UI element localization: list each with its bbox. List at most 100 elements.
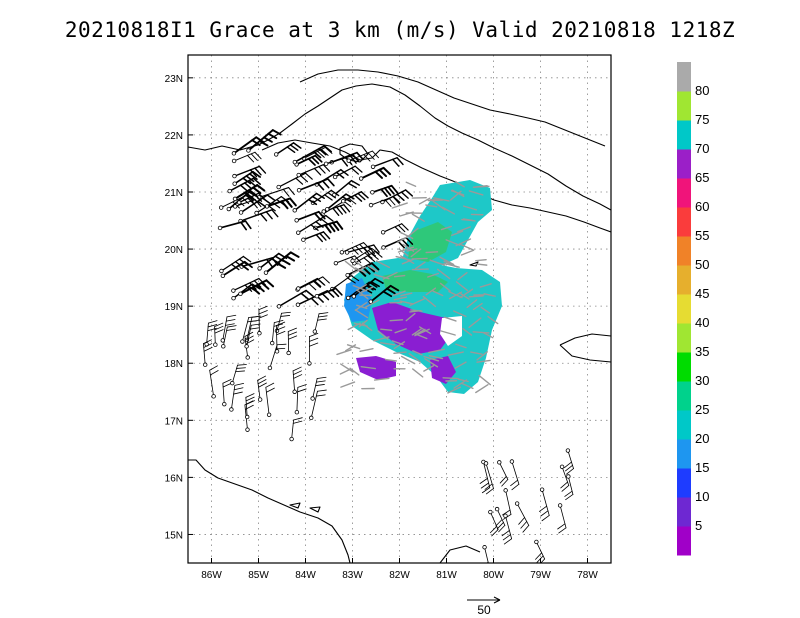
y-tick-label: 19N	[165, 302, 183, 313]
wind-vector	[349, 367, 360, 376]
wind-vector	[345, 344, 357, 352]
wind-barb-station	[566, 474, 571, 479]
wind-barb-flag	[520, 521, 528, 529]
wind-barb-station	[238, 210, 244, 215]
wind-barb-flag	[560, 481, 568, 489]
x-tick-label: 78W	[577, 570, 598, 581]
wind-barb-flag	[374, 250, 383, 258]
nicaragua-coast	[439, 545, 481, 563]
wind-barb-station	[213, 342, 218, 347]
wind-barb	[511, 461, 520, 485]
wind-barb-station	[220, 273, 226, 278]
wind-barb-flag	[313, 167, 322, 176]
colorbar-label: 55	[695, 228, 709, 243]
wind-barb-station	[296, 172, 301, 178]
wind-vector	[440, 330, 456, 336]
wind-barb-flag	[380, 188, 388, 198]
wind-barb-flag	[343, 204, 351, 213]
wind-shade-eye	[440, 316, 462, 346]
wind-barb-flag	[316, 277, 325, 286]
wind-shade-purple-south	[356, 356, 396, 380]
wind-barb-flag	[226, 325, 237, 328]
chart-title: 20210818I1 Grace at 3 km (m/s) Valid 202…	[64, 18, 736, 42]
wind-barb-flag	[207, 327, 217, 332]
wind-barb-station	[497, 460, 502, 465]
wind-barb-flag	[245, 396, 255, 402]
wind-barb-flag	[315, 380, 326, 383]
wind-barb-flag	[244, 220, 252, 230]
wind-vector	[411, 213, 425, 222]
wind-barb-station	[503, 488, 508, 493]
wind-barb-flag	[388, 197, 396, 206]
wind-vector	[358, 319, 368, 328]
wind-vector	[454, 361, 467, 369]
wind-barb-flag	[249, 169, 258, 178]
wind-barb-flag	[300, 292, 309, 300]
colorbar-label: 20	[695, 431, 709, 446]
colorbar-segment	[677, 207, 691, 237]
wind-barb-flag	[248, 316, 259, 318]
wind-vector	[450, 189, 465, 196]
wind-barb-flag	[257, 200, 266, 208]
wind-barb-flag	[313, 279, 322, 288]
colorbar-label: 25	[695, 402, 709, 417]
colorbar-segment	[677, 294, 691, 324]
colorbar-segment	[677, 265, 691, 295]
cuba-north-shore	[299, 69, 606, 147]
wind-barb-flag	[277, 252, 288, 260]
wind-barb-flag	[252, 170, 262, 178]
wind-vector	[479, 283, 492, 288]
wind-barb-flag	[350, 167, 359, 175]
y-tick-label: 21N	[165, 188, 183, 199]
wind-barb-flag	[316, 376, 327, 379]
wind-barb-flag	[387, 186, 395, 195]
wind-vector	[449, 190, 462, 201]
wind-barb-flag	[481, 487, 491, 494]
wind-barb-flag	[309, 337, 319, 342]
wind-barb-station	[231, 288, 236, 293]
wind-barb-flag	[496, 522, 504, 530]
wind-barbs	[203, 129, 574, 563]
wind-vector	[483, 293, 496, 297]
wind-vector	[406, 248, 418, 252]
wind-barb-station	[539, 487, 545, 492]
wind-barb-flag	[251, 286, 261, 295]
wind-barb-flag	[292, 142, 302, 149]
wind-barb-flag	[317, 315, 328, 318]
wind-barb-flag	[357, 192, 366, 201]
colorbar-label: 80	[695, 83, 709, 98]
wind-barb-station	[220, 338, 225, 343]
wind-barb-station	[294, 409, 300, 415]
wind-barb-flag	[315, 221, 324, 228]
wind-barb-flag	[371, 150, 379, 159]
wind-vector	[427, 272, 440, 278]
wind-barb-flag	[304, 172, 313, 180]
honduras-bay-islands	[289, 502, 321, 513]
wind-barb-flag	[557, 523, 566, 530]
wind-barb-flag	[289, 197, 297, 207]
wind-barb-flag	[244, 284, 253, 292]
wind-barb-station	[219, 268, 224, 274]
wind-barb-flag	[203, 346, 213, 352]
wind-vector	[425, 204, 438, 208]
wind-barb-flag	[307, 198, 318, 206]
wind-vector	[407, 227, 419, 237]
wind-barb-flag	[292, 370, 302, 376]
wind-barb-station	[339, 250, 345, 255]
wind-barb-station	[509, 459, 515, 464]
colorbar-segment	[677, 120, 691, 150]
wind-vector	[476, 359, 491, 363]
wind-barb-flag	[244, 335, 254, 341]
wind-barb-flag	[280, 315, 291, 317]
wind-vector	[418, 197, 431, 205]
wind-barb-station	[232, 181, 237, 186]
wind-vector	[409, 309, 422, 313]
wind-barb	[310, 390, 318, 419]
wind-vector	[475, 259, 487, 262]
wind-barb-flag	[257, 379, 267, 385]
wind-barb-flag	[354, 165, 363, 173]
wind-barb-flag	[347, 182, 357, 189]
wind-vector	[423, 355, 440, 362]
wind-barb-flag	[370, 281, 380, 288]
